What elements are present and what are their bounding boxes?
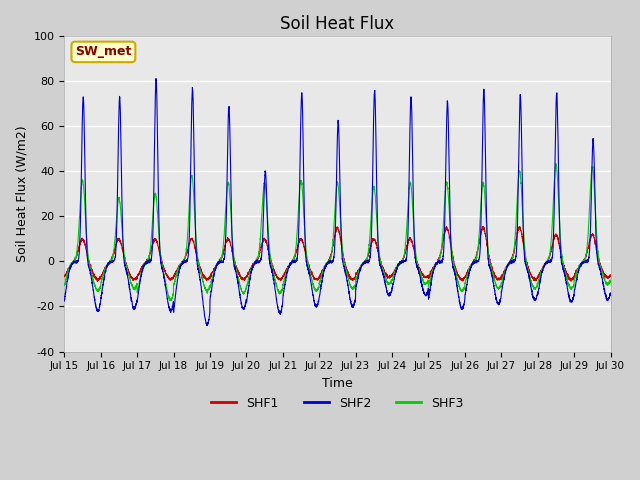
Title: Soil Heat Flux: Soil Heat Flux	[280, 15, 394, 33]
Y-axis label: Soil Heat Flux (W/m2): Soil Heat Flux (W/m2)	[15, 125, 28, 262]
Text: SW_met: SW_met	[76, 46, 132, 59]
X-axis label: Time: Time	[322, 377, 353, 390]
Legend: SHF1, SHF2, SHF3: SHF1, SHF2, SHF3	[206, 392, 468, 415]
